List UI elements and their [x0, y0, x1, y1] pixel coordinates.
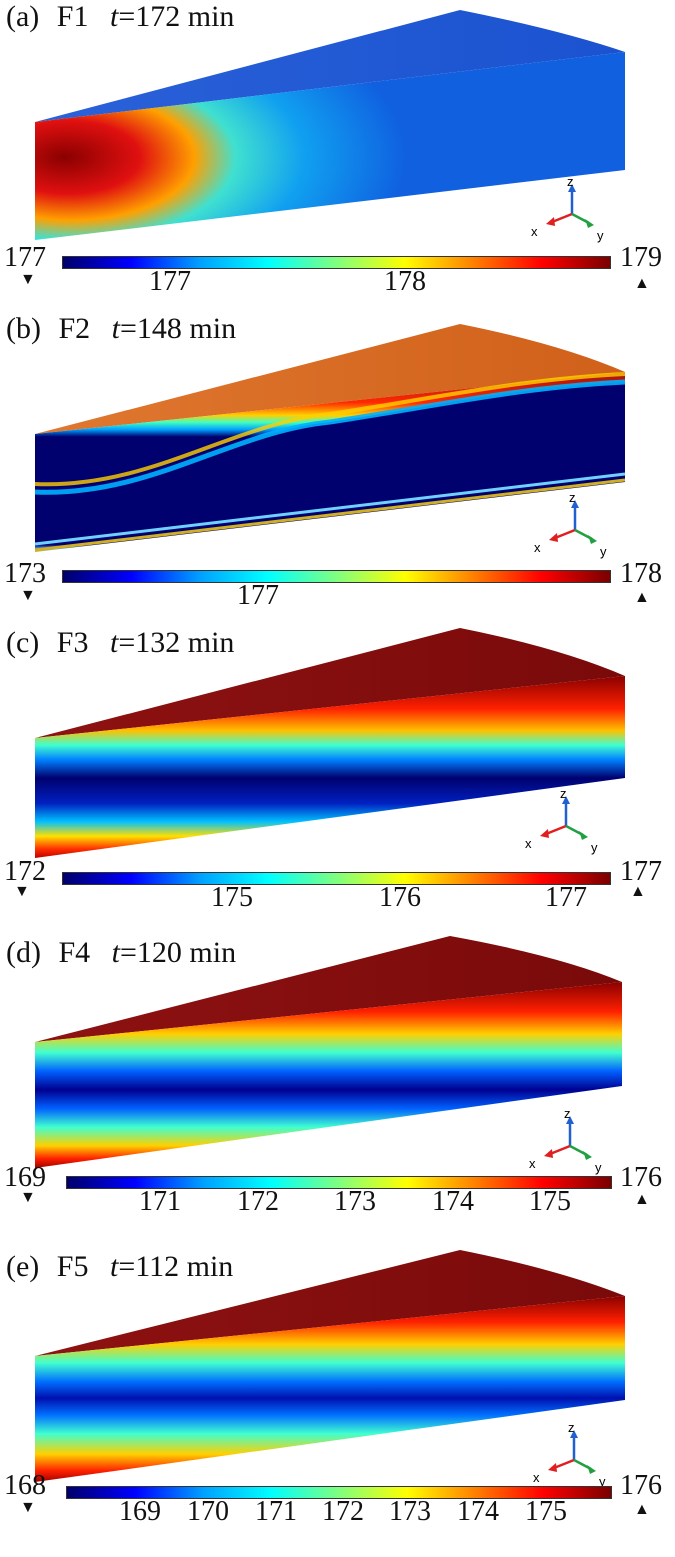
axis-triad-icon — [547, 498, 599, 546]
colorbar-tick: 173 — [334, 1186, 376, 1217]
colorbar-tick: 171 — [255, 1496, 297, 1527]
svg-text:z: z — [560, 786, 567, 801]
colorbar-tick: 176 — [379, 882, 421, 913]
colorbar-tick: 175 — [211, 882, 253, 913]
panel-a: (a) F1 t=172 min z x y 177 ▼ 177 178 179… — [0, 0, 675, 307]
colorbar-max: 178 — [620, 558, 662, 589]
colorbar — [62, 872, 611, 885]
colorbar-tick: 175 — [525, 1496, 567, 1527]
colorbar-max: 179 — [620, 242, 662, 273]
svg-text:x: x — [533, 1470, 540, 1485]
colorbar-tick: 174 — [457, 1496, 499, 1527]
temperature-field-plot: z x y — [35, 936, 622, 1175]
colorbar-tick: 174 — [432, 1186, 474, 1217]
temperature-field-plot: z x y — [35, 628, 625, 858]
panel-d: (d) F4 t=120 min z x y 169 ▼ 171 172 173… — [0, 936, 675, 1243]
svg-text:y: y — [599, 1474, 606, 1489]
min-marker-icon: ▼ — [20, 1499, 36, 1516]
max-marker-icon: ▲ — [630, 883, 646, 900]
panel-title: (d) F4 t=120 min — [6, 936, 237, 969]
colorbar-min: 173 — [4, 558, 46, 589]
axis-triad-icon — [546, 1428, 598, 1476]
colorbar-max: 176 — [620, 1470, 662, 1501]
min-marker-icon: ▼ — [20, 587, 36, 604]
axis-triad-icon — [542, 1114, 594, 1162]
colorbar-tick: 173 — [389, 1496, 431, 1527]
svg-text:y: y — [600, 544, 607, 559]
panel-title: (b) F2 t=148 min — [6, 312, 237, 345]
temperature-field-plot: z x y — [34, 324, 626, 559]
svg-text:y: y — [591, 840, 598, 855]
panel-c: (c) F3 t=132 min z x y 172 ▼ 175 176 177… — [0, 626, 675, 933]
colorbar-max: 176 — [620, 1162, 662, 1193]
colorbar — [66, 1176, 612, 1189]
colorbar-tick: 177 — [237, 580, 279, 611]
svg-text:x: x — [529, 1156, 536, 1171]
colorbar-tick: 177 — [149, 266, 191, 297]
colorbar — [62, 570, 611, 583]
max-marker-icon: ▲ — [634, 1501, 650, 1518]
colorbar-tick: 172 — [237, 1186, 279, 1217]
colorbar-tick: 170 — [187, 1496, 229, 1527]
svg-text:x: x — [531, 224, 538, 239]
colorbar-tick: 172 — [322, 1496, 364, 1527]
colorbar-tick: 177 — [545, 882, 587, 913]
svg-text:z: z — [569, 490, 576, 505]
panel-e: (e) F5 t=112 min z x y 168 ▼ 169 170 171… — [0, 1250, 675, 1557]
svg-text:y: y — [597, 228, 604, 243]
min-marker-icon: ▼ — [20, 271, 36, 288]
colorbar-tick: 175 — [529, 1186, 571, 1217]
svg-text:z: z — [568, 1420, 575, 1435]
panel-title: (e) F5 t=112 min — [6, 1250, 234, 1283]
colorbar-tick: 171 — [139, 1186, 181, 1217]
svg-text:y: y — [595, 1160, 602, 1175]
colorbar-tick: 169 — [119, 1496, 161, 1527]
colorbar-min: 177 — [4, 242, 46, 273]
axis-triad-icon — [544, 182, 596, 230]
colorbar-min: 172 — [4, 856, 46, 887]
min-marker-icon: ▼ — [14, 883, 30, 900]
colorbar-max: 177 — [620, 856, 662, 887]
temperature-field-plot: z x y — [35, 1250, 625, 1489]
colorbar — [66, 1486, 612, 1499]
svg-text:z: z — [567, 174, 574, 189]
max-marker-icon: ▲ — [634, 589, 650, 606]
svg-text:z: z — [564, 1106, 571, 1121]
svg-text:x: x — [525, 836, 532, 851]
colorbar — [62, 256, 611, 269]
svg-text:x: x — [534, 540, 541, 555]
axis-triad-icon — [538, 794, 590, 842]
panel-b: (b) F2 t=148 min z x y 173 ▼ 177 178 ▲ — [0, 312, 675, 619]
max-marker-icon: ▲ — [634, 275, 650, 292]
temperature-field-plot: z x y — [35, 10, 625, 243]
colorbar-min: 168 — [4, 1470, 46, 1501]
colorbar-min: 169 — [4, 1162, 46, 1193]
colorbar-tick: 178 — [384, 266, 426, 297]
panel-title: (c) F3 t=132 min — [6, 626, 235, 659]
max-marker-icon: ▲ — [634, 1191, 650, 1208]
panel-title: (a) F1 t=172 min — [6, 0, 235, 33]
min-marker-icon: ▼ — [20, 1189, 36, 1206]
